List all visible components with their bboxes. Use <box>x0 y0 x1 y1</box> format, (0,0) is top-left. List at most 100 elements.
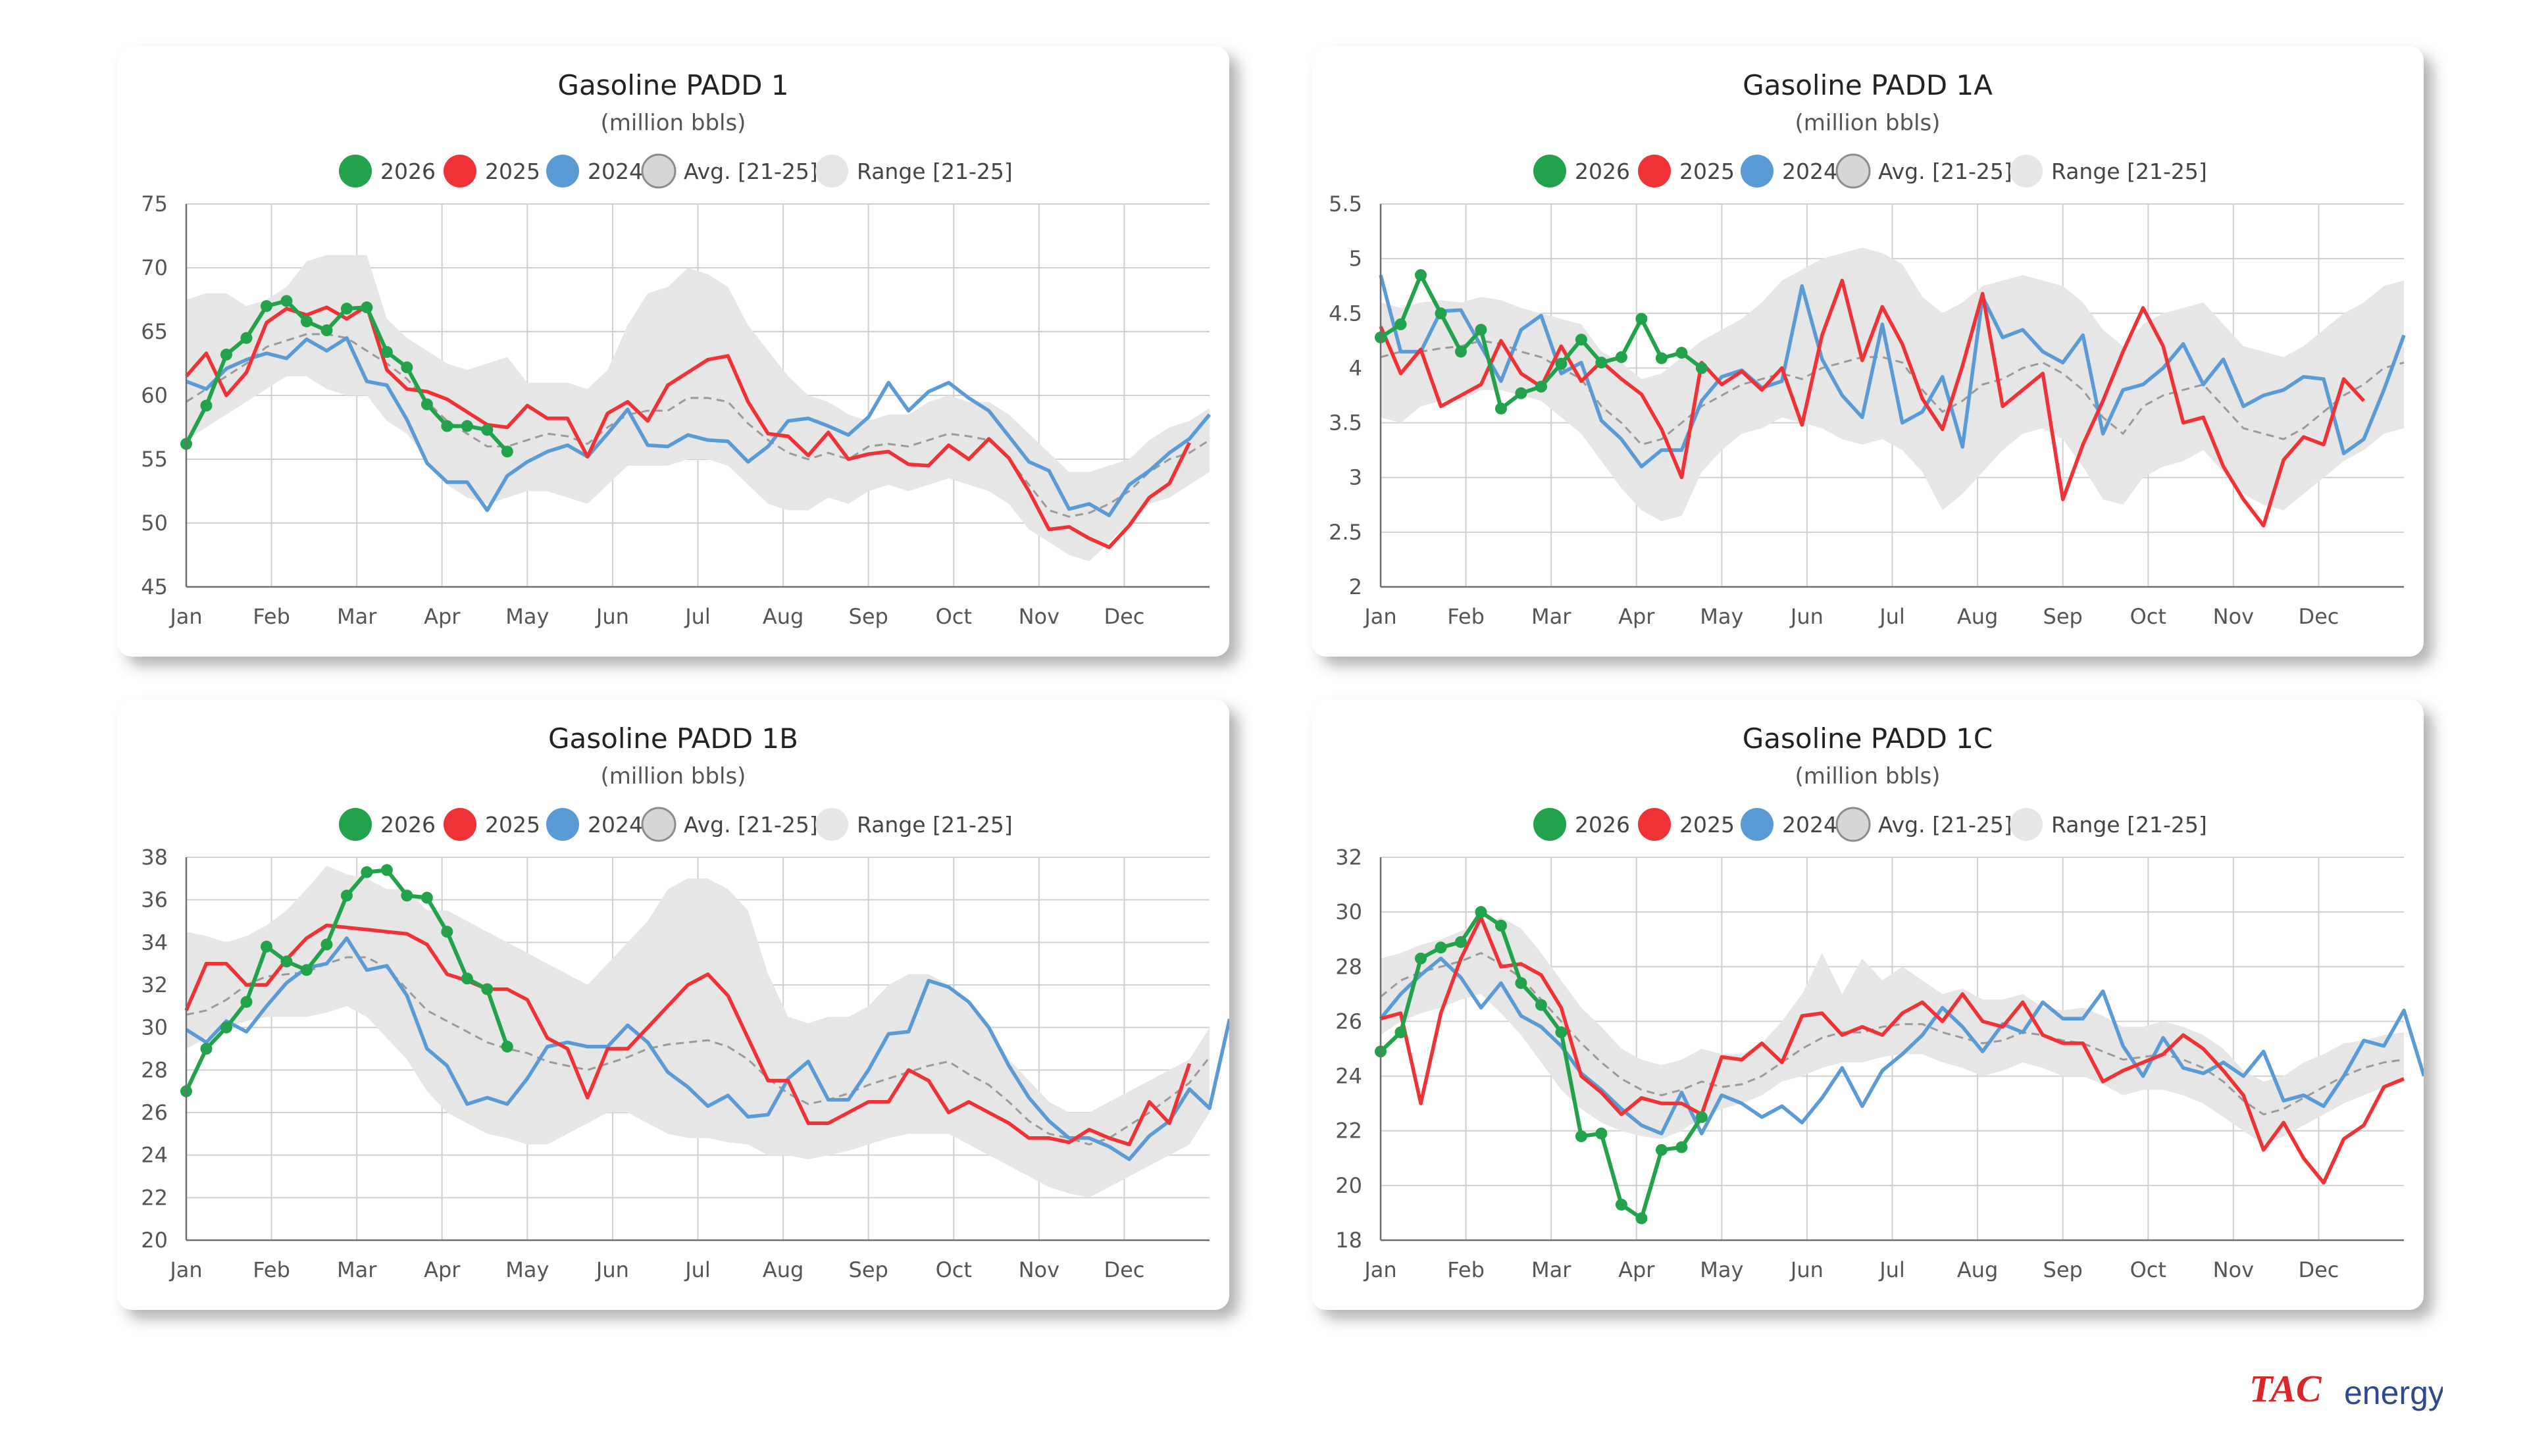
data-point-2026 <box>280 295 293 307</box>
chart-title: Gasoline PADD 1A <box>1743 69 1993 101</box>
data-point-2026 <box>1675 1141 1688 1153</box>
legend-label-range-21-25: Range [21-25] <box>857 159 1013 184</box>
data-point-2026 <box>461 420 473 432</box>
x-tick-label: Jan <box>168 1257 202 1282</box>
x-tick-label: Jan <box>1363 1257 1396 1282</box>
data-point-2026 <box>421 891 433 904</box>
data-point-2026 <box>260 940 272 953</box>
series-line-avg-21-25 <box>186 333 1210 518</box>
y-tick-label: 28 <box>1335 954 1362 979</box>
x-tick-label: Dec <box>1104 1257 1144 1282</box>
data-point-2026 <box>200 1043 213 1055</box>
y-tick-label: 4.5 <box>1329 301 1362 326</box>
data-point-2026 <box>1494 402 1507 414</box>
legend-label-2025: 2025 <box>1679 812 1735 838</box>
data-point-2026 <box>1555 1026 1568 1039</box>
legend-label-2024: 2024 <box>588 812 643 838</box>
series-line-2025 <box>184 923 1192 1147</box>
data-point-2026 <box>481 424 494 436</box>
legend-swatch-2026 <box>339 808 372 841</box>
legend-swatch-2026 <box>339 155 372 188</box>
data-point-2026 <box>1494 919 1507 932</box>
x-tick-label: Sep <box>2043 1257 2083 1282</box>
data-point-2026 <box>1595 1127 1608 1140</box>
x-tick-label: Nov <box>1019 604 1059 629</box>
x-tick-label: Aug <box>1957 604 1998 629</box>
data-point-2026 <box>1435 307 1447 320</box>
legend-swatch-2025 <box>1638 155 1671 188</box>
x-tick-label: May <box>1700 604 1743 629</box>
chart-title: Gasoline PADD 1 <box>557 69 788 101</box>
x-tick-label: Aug <box>763 604 804 629</box>
chart-title: Gasoline PADD 1B <box>548 722 798 755</box>
legend-swatch-avg-21-25 <box>1835 807 1871 842</box>
data-point-2026 <box>361 301 373 314</box>
x-tick-label: Mar <box>337 1257 377 1282</box>
legend-label-2025: 2025 <box>1679 159 1735 184</box>
data-point-2026 <box>320 938 333 951</box>
legend-label-2024: 2024 <box>1782 159 1837 184</box>
data-point-2026 <box>340 303 353 315</box>
x-tick-label: Nov <box>1019 1257 1059 1282</box>
y-tick-label: 38 <box>141 845 168 870</box>
y-tick-label: 3.5 <box>1329 411 1362 436</box>
x-tick-label: Apr <box>424 1257 461 1282</box>
x-tick-label: Jun <box>1789 604 1824 629</box>
legend-label-2024: 2024 <box>588 159 643 184</box>
data-point-2026 <box>1635 313 1648 325</box>
y-tick-label: 26 <box>141 1100 168 1125</box>
data-point-2026 <box>1515 977 1527 990</box>
x-tick-label: May <box>505 1257 549 1282</box>
chart-card-padd1a: Gasoline PADD 1A (million bbls) 2026 2025 20… <box>1312 46 2424 657</box>
y-tick-label: 24 <box>1335 1064 1362 1089</box>
series-area-range-21-25 <box>186 255 1210 562</box>
data-point-2026 <box>1454 936 1467 948</box>
legend-label-avg-21-25: Avg. [21-25] <box>1878 159 2012 184</box>
legend-swatch-avg-21-25 <box>641 807 676 842</box>
legend-swatch-2025 <box>1638 808 1671 841</box>
data-point-2026 <box>340 890 353 902</box>
data-point-2026 <box>1555 357 1568 370</box>
y-tick-label: 75 <box>141 191 168 216</box>
chart-legend: 2026 2025 2024 Avg. [21-25] Range [21-25] <box>339 807 1013 842</box>
x-tick-label: May <box>505 604 549 629</box>
series-line-2024 <box>1379 274 2406 468</box>
series-line-2024 <box>1379 957 2424 1136</box>
brand-logo-mark: TAC energy <box>2249 1367 2443 1411</box>
data-point-2026 <box>401 361 413 374</box>
x-tick-label: Jun <box>1789 1257 1824 1282</box>
data-point-2026 <box>380 346 393 359</box>
legend-swatch-range-21-25 <box>815 155 848 188</box>
data-point-2026 <box>300 964 313 976</box>
x-tick-label: Jul <box>684 1257 711 1282</box>
x-tick-label: Nov <box>2213 1257 2254 1282</box>
y-tick-label: 50 <box>141 511 168 536</box>
data-point-2026 <box>1394 318 1407 330</box>
series-line-2025 <box>1380 915 2405 1185</box>
chart-legend: 2026 2025 2024 Avg. [21-25] Range [21-25] <box>1533 153 2207 189</box>
x-tick-label: Jun <box>595 1257 629 1282</box>
data-point-2026 <box>300 315 313 328</box>
data-point-2026 <box>1695 1111 1708 1123</box>
data-point-2026 <box>441 420 453 432</box>
chart-padd1b: Gasoline PADD 1B(million bbls)2026 2025 20… <box>141 722 1229 1282</box>
brand-energy-text: energy <box>2344 1374 2443 1411</box>
y-tick-label: 30 <box>1335 899 1362 924</box>
y-tick-label: 2 <box>1349 574 1362 599</box>
data-point-2026 <box>1575 1130 1587 1143</box>
legend-label-2026: 2026 <box>1575 812 1630 838</box>
series-line-2024 <box>186 336 1212 518</box>
x-tick-label: Sep <box>849 604 888 629</box>
x-tick-label: Mar <box>1531 604 1571 629</box>
data-point-2026 <box>1575 334 1587 346</box>
y-tick-label: 60 <box>141 383 168 408</box>
data-point-2026 <box>1435 941 1447 954</box>
x-tick-label: Oct <box>2130 604 2166 629</box>
y-tick-label: 24 <box>141 1143 168 1168</box>
data-point-2026 <box>1414 269 1427 282</box>
y-tick-label: 18 <box>1335 1228 1362 1253</box>
legend-swatch-2024 <box>546 808 579 841</box>
legend-swatch-2025 <box>444 155 476 188</box>
data-point-2026 <box>1675 347 1688 359</box>
data-point-2026 <box>1615 351 1627 363</box>
